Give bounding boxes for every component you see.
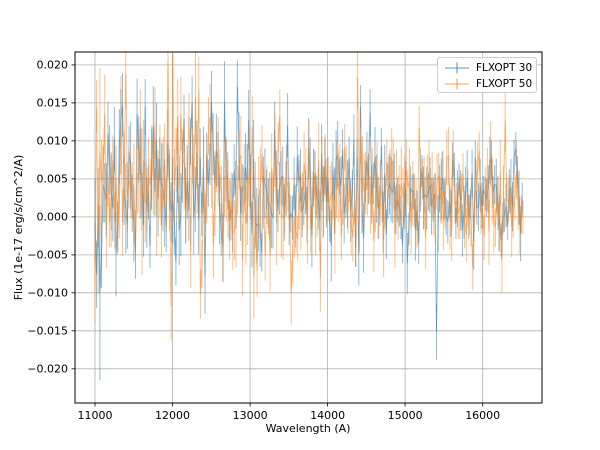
y-tick-label: −0.005 <box>27 249 68 262</box>
y-tick-label: −0.010 <box>27 287 68 300</box>
axes-frame <box>74 51 543 404</box>
series-flxopt-50-line <box>94 53 524 306</box>
legend-entry-label: FLXOPT 30 <box>476 62 533 74</box>
x-tick-label: 16000 <box>465 409 500 422</box>
x-tick-label: 11000 <box>78 409 113 422</box>
x-axis-label: Wavelength (A) <box>266 422 351 435</box>
data-series-layer <box>94 52 524 381</box>
errorbar-handle-icon <box>445 78 469 90</box>
y-axis-label: Flux (1e-17 erg/s/cm^2/A) <box>12 155 25 301</box>
x-tick-label: 15000 <box>388 409 423 422</box>
y-tick-label: −0.015 <box>27 325 68 338</box>
x-tick-label: 13000 <box>233 409 268 422</box>
y-tick-label: 0.000 <box>37 211 69 224</box>
errorbar-handle-icon <box>445 62 469 74</box>
axis-ticks <box>71 64 484 407</box>
legend: FLXOPT 30 FLXOPT 50 <box>437 57 537 93</box>
x-tick-label: 14000 <box>310 409 345 422</box>
y-tick-label: 0.010 <box>37 135 69 148</box>
y-tick-label: 0.020 <box>37 59 69 72</box>
legend-entry: FLXOPT 30 <box>443 60 532 76</box>
legend-entry-label: FLXOPT 50 <box>476 78 533 90</box>
axis-tick-labels: 11000 12000 13000 14000 15000 16000 0.020 0.015… <box>27 59 500 422</box>
legend-entry: FLXOPT 50 <box>443 76 532 92</box>
y-tick-label: −0.020 <box>27 363 68 376</box>
y-tick-label: 0.005 <box>37 173 69 186</box>
y-tick-label: 0.015 <box>37 97 69 110</box>
x-tick-label: 12000 <box>155 409 190 422</box>
